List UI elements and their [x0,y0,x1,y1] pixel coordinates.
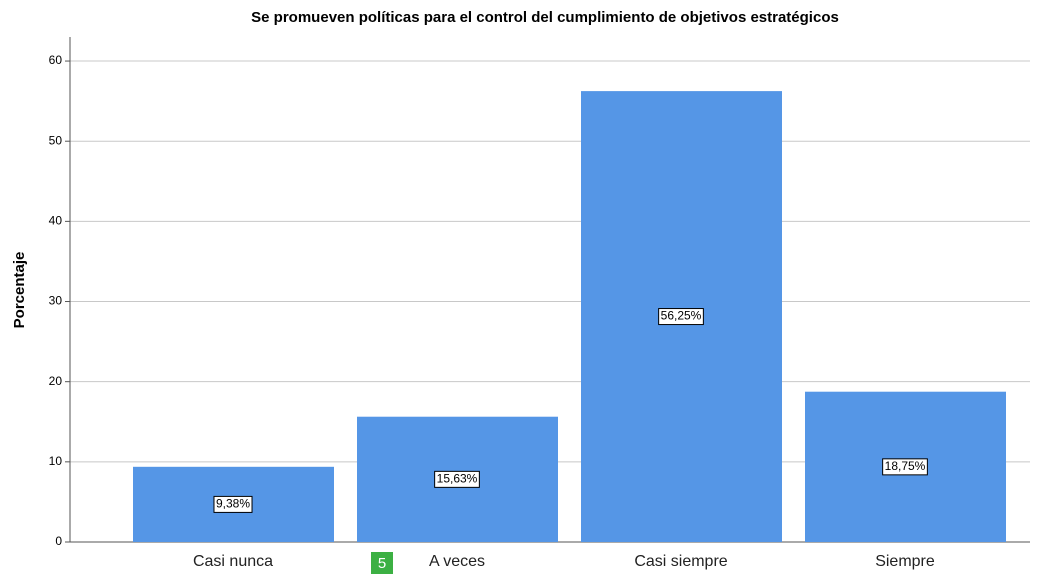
data-label-box [434,470,480,488]
data-label: 9,38% [216,497,250,511]
badge: 5 [378,555,386,572]
data-label: 56,25% [661,309,702,323]
data-label: 15,63% [437,472,478,486]
badge-box [371,552,393,574]
x-tick-label: Casi nunca [193,553,273,570]
chart-title: Se promueven políticas para el control d… [251,9,839,26]
y-tick-label: 50 [49,133,63,147]
y-tick-label: 60 [49,53,63,67]
y-tick-label: 30 [49,294,63,308]
y-axis-label: Porcentaje [11,252,28,329]
data-label: 18,75% [885,459,926,473]
x-tick-label: Siempre [875,553,935,570]
y-tick-label: 0 [55,534,62,548]
x-tick-label: A veces [429,553,485,570]
data-label-box [658,308,704,326]
x-tick-label: Casi siempre [634,553,727,570]
y-tick-label: 10 [49,454,63,468]
data-label-box [213,495,253,513]
y-tick-label: 20 [49,374,63,388]
y-tick-label: 40 [49,214,63,228]
data-label-box [882,458,928,476]
